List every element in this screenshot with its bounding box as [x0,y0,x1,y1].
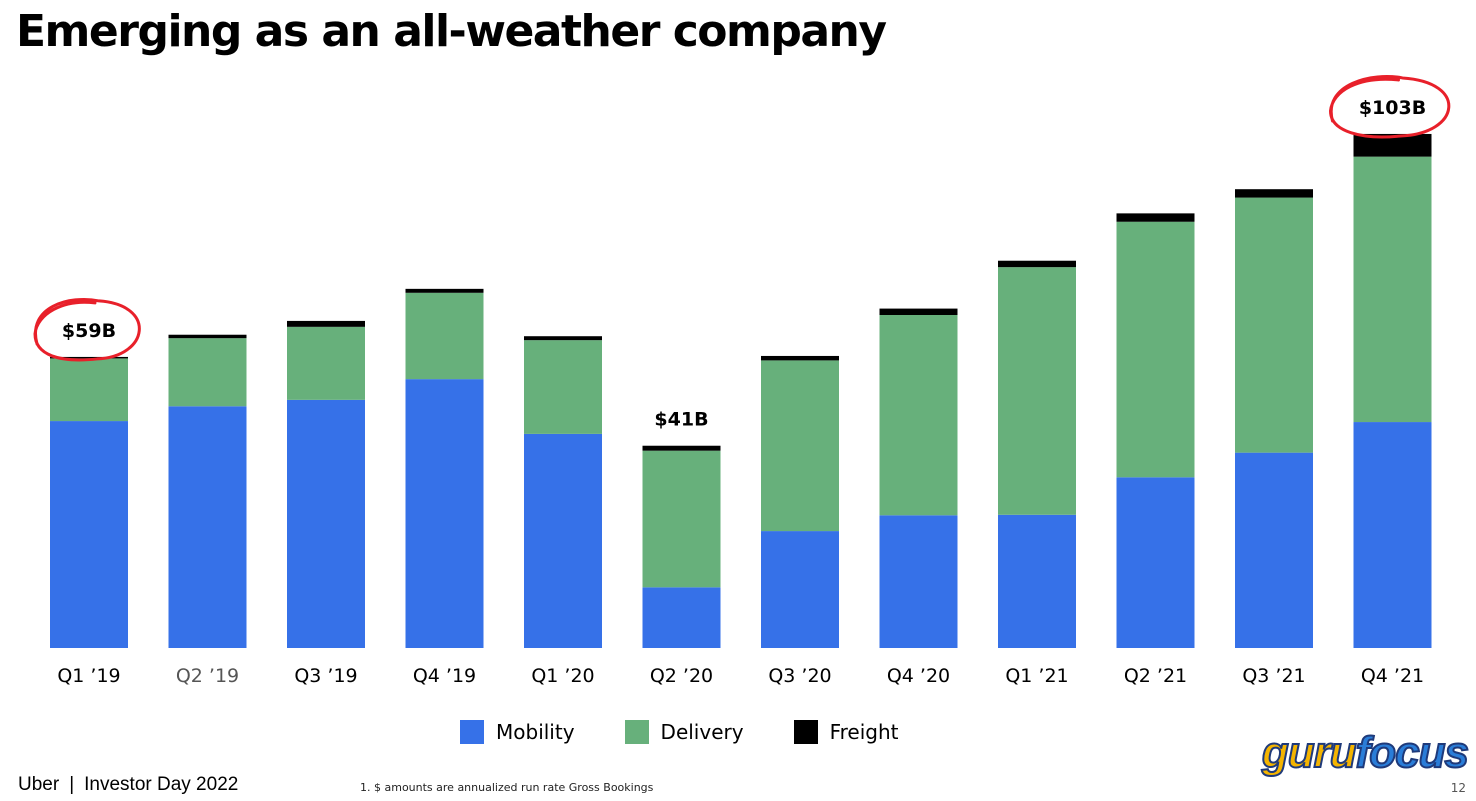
bar-delivery-11 [1353,156,1432,423]
page-number: 12 [1450,781,1466,795]
bar-mobility-1 [168,406,247,648]
bar-delivery-10 [1235,197,1313,453]
x-tick-label-8: Q1 ’21 [1005,665,1068,687]
bar-freight-10 [1235,189,1313,198]
x-tick-label-10: Q3 ’21 [1242,665,1305,687]
bar-mobility-5 [642,587,721,648]
bar-delivery-5 [642,450,721,588]
legend-swatch-mobility [460,720,484,744]
bar-freight-8 [998,260,1076,268]
legend-swatch-freight [793,720,818,744]
page-title: Emerging as an all-weather company [16,6,887,57]
bar-mobility-3 [405,379,484,648]
footer-separator: | [69,774,75,795]
bar-mobility-9 [1116,477,1195,648]
logo-text-guru: guru [1261,727,1358,778]
bar-freight-9 [1116,213,1195,222]
highlight-circle-11 [1328,75,1451,139]
bar-freight-2 [287,320,365,327]
footer-brand-block: Uber | Investor Day 2022 [18,774,238,796]
bar-freight-4 [524,336,602,341]
bar-delivery-9 [1116,221,1195,478]
legend-item-mobility: Mobility [460,720,575,744]
legend-label-delivery: Delivery [660,720,744,744]
bar-freight-5 [642,445,721,451]
bar-freight-0 [50,356,128,359]
x-tick-label-9: Q2 ’21 [1124,665,1187,687]
bar-delivery-6 [761,360,839,532]
bar-freight-3 [405,288,484,293]
event-name: Investor Day 2022 [84,774,239,795]
logo-text-focus: focus [1355,727,1470,778]
chart-legend: Mobility Delivery Freight [460,720,948,744]
bar-mobility-11 [1353,422,1432,648]
x-tick-label-0: Q1 ’19 [57,665,120,687]
footnote: 1. $ amounts are annualized run rate Gro… [360,781,654,794]
legend-label-mobility: Mobility [496,720,575,744]
bar-mobility-0 [50,421,128,648]
data-label-11: $103B [1359,97,1426,119]
x-tick-label-11: Q4 ’21 [1361,665,1424,687]
bar-mobility-6 [761,531,839,648]
legend-swatch-delivery [624,720,649,744]
bar-mobility-4 [524,433,602,648]
legend-item-delivery: Delivery [624,720,744,744]
bar-mobility-7 [879,515,958,648]
gurufocus-logo: gurufocus [1261,727,1470,778]
brand-name: Uber [18,774,60,795]
bar-mobility-8 [998,514,1076,648]
bar-freight-11 [1353,133,1432,157]
bar-delivery-1 [168,338,247,407]
legend-label-freight: Freight [829,720,899,744]
stacked-bar-chart: Q1 ’19 $59B Q2 ’19 Q3 ’19 Q4 ’19 Q1 ’20 Q2 ’20… [33,75,1451,687]
data-label-0: $59B [62,320,116,342]
bar-freight-1 [168,334,247,339]
x-tick-label-4: Q1 ’20 [531,665,594,687]
x-tick-label-2: Q3 ’19 [294,665,357,687]
bar-delivery-8 [998,267,1076,515]
bar-mobility-2 [287,399,365,648]
x-tick-label-3: Q4 ’19 [413,665,476,687]
bar-delivery-7 [879,315,958,516]
x-tick-label-5: Q2 ’20 [650,665,713,687]
bar-mobility-10 [1235,452,1313,648]
bar-freight-6 [761,355,839,361]
bar-delivery-0 [50,358,128,422]
data-label-5: $41B [654,409,708,431]
legend-item-freight: Freight [793,720,899,744]
bar-delivery-2 [287,326,365,400]
bar-delivery-4 [524,340,602,434]
bar-freight-7 [879,308,958,315]
highlight-circle-0 [33,297,141,362]
x-tick-label-7: Q4 ’20 [887,665,950,687]
x-tick-label-6: Q3 ’20 [768,665,831,687]
bar-delivery-3 [405,292,484,380]
x-tick-label-1: Q2 ’19 [176,665,239,687]
